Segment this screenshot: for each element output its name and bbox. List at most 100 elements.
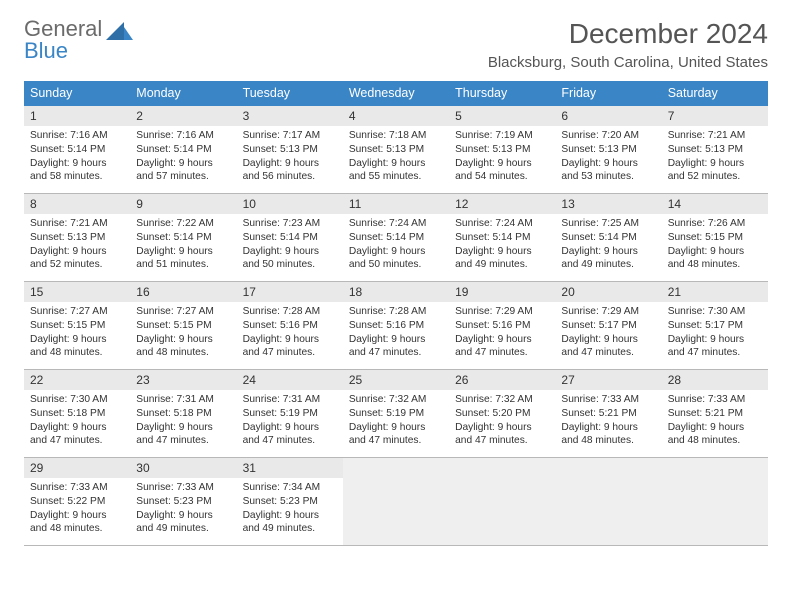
logo: General Blue — [24, 18, 134, 62]
day-number: 20 — [555, 282, 661, 302]
calendar-day-cell — [343, 458, 449, 546]
day-number: 26 — [449, 370, 555, 390]
daylight-line: Daylight: 9 hours and 47 minutes. — [561, 333, 655, 361]
day-number: 12 — [449, 194, 555, 214]
sunset-line: Sunset: 5:15 PM — [136, 319, 230, 333]
day-details: Sunrise: 7:29 AMSunset: 5:17 PMDaylight:… — [555, 302, 661, 365]
calendar-day-cell: 22Sunrise: 7:30 AMSunset: 5:18 PMDayligh… — [24, 370, 130, 458]
calendar-day-cell: 5Sunrise: 7:19 AMSunset: 5:13 PMDaylight… — [449, 106, 555, 194]
calendar-day-cell: 31Sunrise: 7:34 AMSunset: 5:23 PMDayligh… — [237, 458, 343, 546]
calendar-day-cell: 3Sunrise: 7:17 AMSunset: 5:13 PMDaylight… — [237, 106, 343, 194]
day-details: Sunrise: 7:31 AMSunset: 5:18 PMDaylight:… — [130, 390, 236, 453]
day-number: 4 — [343, 106, 449, 126]
day-number: 29 — [24, 458, 130, 478]
daylight-line: Daylight: 9 hours and 47 minutes. — [30, 421, 124, 449]
daylight-line: Daylight: 9 hours and 47 minutes. — [455, 421, 549, 449]
daylight-line: Daylight: 9 hours and 48 minutes. — [136, 333, 230, 361]
sunrise-line: Sunrise: 7:27 AM — [30, 305, 124, 319]
sunrise-line: Sunrise: 7:19 AM — [455, 129, 549, 143]
sunrise-line: Sunrise: 7:27 AM — [136, 305, 230, 319]
sunrise-line: Sunrise: 7:16 AM — [136, 129, 230, 143]
calendar-day-cell: 6Sunrise: 7:20 AMSunset: 5:13 PMDaylight… — [555, 106, 661, 194]
day-number: 7 — [662, 106, 768, 126]
sunset-line: Sunset: 5:13 PM — [561, 143, 655, 157]
weekday-header: Friday — [555, 81, 661, 106]
sunset-line: Sunset: 5:16 PM — [455, 319, 549, 333]
day-details: Sunrise: 7:20 AMSunset: 5:13 PMDaylight:… — [555, 126, 661, 189]
sunrise-line: Sunrise: 7:26 AM — [668, 217, 762, 231]
calendar-day-cell: 2Sunrise: 7:16 AMSunset: 5:14 PMDaylight… — [130, 106, 236, 194]
day-details: Sunrise: 7:32 AMSunset: 5:20 PMDaylight:… — [449, 390, 555, 453]
sunset-line: Sunset: 5:14 PM — [561, 231, 655, 245]
sunset-line: Sunset: 5:15 PM — [30, 319, 124, 333]
day-details: Sunrise: 7:24 AMSunset: 5:14 PMDaylight:… — [343, 214, 449, 277]
calendar-day-cell: 19Sunrise: 7:29 AMSunset: 5:16 PMDayligh… — [449, 282, 555, 370]
daylight-line: Daylight: 9 hours and 53 minutes. — [561, 157, 655, 185]
day-number: 5 — [449, 106, 555, 126]
sunset-line: Sunset: 5:13 PM — [243, 143, 337, 157]
day-number: 10 — [237, 194, 343, 214]
location: Blacksburg, South Carolina, United State… — [488, 54, 768, 71]
daylight-line: Daylight: 9 hours and 48 minutes. — [668, 245, 762, 273]
day-details: Sunrise: 7:19 AMSunset: 5:13 PMDaylight:… — [449, 126, 555, 189]
sunrise-line: Sunrise: 7:20 AM — [561, 129, 655, 143]
sunset-line: Sunset: 5:20 PM — [455, 407, 549, 421]
sunset-line: Sunset: 5:22 PM — [30, 495, 124, 509]
sunset-line: Sunset: 5:17 PM — [561, 319, 655, 333]
day-number: 17 — [237, 282, 343, 302]
calendar-day-cell: 26Sunrise: 7:32 AMSunset: 5:20 PMDayligh… — [449, 370, 555, 458]
daylight-line: Daylight: 9 hours and 47 minutes. — [243, 333, 337, 361]
sunrise-line: Sunrise: 7:21 AM — [30, 217, 124, 231]
daylight-line: Daylight: 9 hours and 51 minutes. — [136, 245, 230, 273]
day-details: Sunrise: 7:28 AMSunset: 5:16 PMDaylight:… — [237, 302, 343, 365]
sunrise-line: Sunrise: 7:28 AM — [349, 305, 443, 319]
sunset-line: Sunset: 5:15 PM — [668, 231, 762, 245]
calendar-week-row: 1Sunrise: 7:16 AMSunset: 5:14 PMDaylight… — [24, 106, 768, 194]
day-number: 28 — [662, 370, 768, 390]
daylight-line: Daylight: 9 hours and 52 minutes. — [668, 157, 762, 185]
sunset-line: Sunset: 5:18 PM — [30, 407, 124, 421]
day-details: Sunrise: 7:21 AMSunset: 5:13 PMDaylight:… — [24, 214, 130, 277]
calendar-day-cell: 10Sunrise: 7:23 AMSunset: 5:14 PMDayligh… — [237, 194, 343, 282]
calendar-day-cell: 14Sunrise: 7:26 AMSunset: 5:15 PMDayligh… — [662, 194, 768, 282]
sunset-line: Sunset: 5:13 PM — [349, 143, 443, 157]
calendar-day-cell: 9Sunrise: 7:22 AMSunset: 5:14 PMDaylight… — [130, 194, 236, 282]
sunrise-line: Sunrise: 7:33 AM — [668, 393, 762, 407]
weekday-header: Wednesday — [343, 81, 449, 106]
day-details: Sunrise: 7:33 AMSunset: 5:22 PMDaylight:… — [24, 478, 130, 541]
day-number: 25 — [343, 370, 449, 390]
day-number: 11 — [343, 194, 449, 214]
sunrise-line: Sunrise: 7:29 AM — [561, 305, 655, 319]
calendar-day-cell: 27Sunrise: 7:33 AMSunset: 5:21 PMDayligh… — [555, 370, 661, 458]
day-number: 3 — [237, 106, 343, 126]
day-number: 23 — [130, 370, 236, 390]
sunrise-line: Sunrise: 7:29 AM — [455, 305, 549, 319]
day-details: Sunrise: 7:16 AMSunset: 5:14 PMDaylight:… — [24, 126, 130, 189]
title-block: December 2024 Blacksburg, South Carolina… — [488, 18, 768, 71]
sunrise-line: Sunrise: 7:33 AM — [561, 393, 655, 407]
day-number: 8 — [24, 194, 130, 214]
calendar-day-cell: 25Sunrise: 7:32 AMSunset: 5:19 PMDayligh… — [343, 370, 449, 458]
day-details: Sunrise: 7:24 AMSunset: 5:14 PMDaylight:… — [449, 214, 555, 277]
daylight-line: Daylight: 9 hours and 54 minutes. — [455, 157, 549, 185]
day-number: 6 — [555, 106, 661, 126]
calendar-day-cell — [662, 458, 768, 546]
sunset-line: Sunset: 5:13 PM — [455, 143, 549, 157]
daylight-line: Daylight: 9 hours and 49 minutes. — [136, 509, 230, 537]
logo-word-blue: Blue — [24, 38, 68, 63]
sunrise-line: Sunrise: 7:24 AM — [455, 217, 549, 231]
sunset-line: Sunset: 5:21 PM — [668, 407, 762, 421]
calendar-day-cell: 24Sunrise: 7:31 AMSunset: 5:19 PMDayligh… — [237, 370, 343, 458]
day-details: Sunrise: 7:21 AMSunset: 5:13 PMDaylight:… — [662, 126, 768, 189]
daylight-line: Daylight: 9 hours and 47 minutes. — [243, 421, 337, 449]
sunrise-line: Sunrise: 7:28 AM — [243, 305, 337, 319]
daylight-line: Daylight: 9 hours and 49 minutes. — [243, 509, 337, 537]
day-details: Sunrise: 7:31 AMSunset: 5:19 PMDaylight:… — [237, 390, 343, 453]
day-number: 1 — [24, 106, 130, 126]
calendar-day-cell: 17Sunrise: 7:28 AMSunset: 5:16 PMDayligh… — [237, 282, 343, 370]
sunset-line: Sunset: 5:14 PM — [136, 143, 230, 157]
weekday-header: Monday — [130, 81, 236, 106]
sunset-line: Sunset: 5:14 PM — [349, 231, 443, 245]
daylight-line: Daylight: 9 hours and 48 minutes. — [30, 509, 124, 537]
daylight-line: Daylight: 9 hours and 48 minutes. — [561, 421, 655, 449]
